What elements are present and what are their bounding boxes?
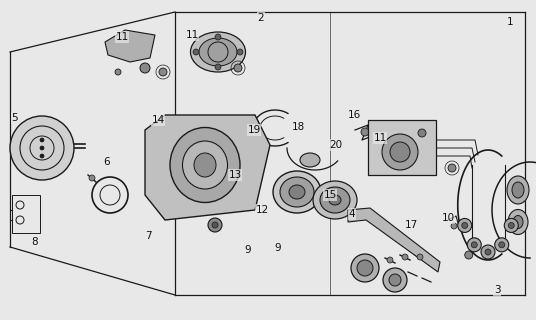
Circle shape bbox=[448, 164, 456, 172]
Text: 11: 11 bbox=[185, 30, 199, 40]
Circle shape bbox=[485, 249, 491, 255]
Ellipse shape bbox=[329, 195, 341, 205]
Text: 17: 17 bbox=[404, 220, 418, 230]
Ellipse shape bbox=[170, 127, 240, 203]
Circle shape bbox=[471, 242, 477, 248]
Text: 3: 3 bbox=[494, 285, 500, 295]
Text: 19: 19 bbox=[248, 125, 260, 135]
Circle shape bbox=[40, 138, 44, 142]
FancyBboxPatch shape bbox=[368, 120, 436, 175]
Circle shape bbox=[115, 69, 121, 75]
Text: 16: 16 bbox=[347, 110, 361, 120]
Ellipse shape bbox=[300, 153, 320, 167]
Circle shape bbox=[451, 223, 457, 229]
Ellipse shape bbox=[199, 38, 237, 66]
Circle shape bbox=[140, 63, 150, 73]
Circle shape bbox=[212, 222, 218, 228]
Circle shape bbox=[357, 260, 373, 276]
Circle shape bbox=[495, 238, 509, 252]
Circle shape bbox=[215, 34, 221, 40]
Circle shape bbox=[389, 274, 401, 286]
Text: 11: 11 bbox=[374, 133, 386, 143]
Circle shape bbox=[40, 154, 44, 158]
Circle shape bbox=[390, 142, 410, 162]
Text: 14: 14 bbox=[151, 115, 165, 125]
Ellipse shape bbox=[182, 141, 227, 189]
Circle shape bbox=[89, 175, 95, 181]
Text: 9: 9 bbox=[245, 245, 251, 255]
Ellipse shape bbox=[507, 176, 529, 204]
Circle shape bbox=[215, 64, 221, 70]
Ellipse shape bbox=[512, 182, 524, 198]
Circle shape bbox=[383, 268, 407, 292]
Circle shape bbox=[387, 257, 393, 263]
Text: 9: 9 bbox=[274, 243, 281, 253]
Circle shape bbox=[504, 219, 518, 232]
Text: 6: 6 bbox=[103, 157, 110, 167]
Ellipse shape bbox=[508, 210, 528, 235]
Text: 4: 4 bbox=[349, 209, 355, 219]
Ellipse shape bbox=[194, 153, 216, 177]
Circle shape bbox=[461, 222, 468, 228]
Circle shape bbox=[237, 49, 243, 55]
Polygon shape bbox=[348, 208, 440, 272]
Text: 8: 8 bbox=[32, 237, 38, 247]
Circle shape bbox=[417, 254, 423, 260]
Circle shape bbox=[467, 238, 481, 252]
Circle shape bbox=[234, 64, 242, 72]
Ellipse shape bbox=[513, 215, 523, 228]
Ellipse shape bbox=[280, 177, 314, 207]
Text: 12: 12 bbox=[255, 205, 269, 215]
Text: 20: 20 bbox=[330, 140, 343, 150]
Circle shape bbox=[10, 116, 74, 180]
Text: 13: 13 bbox=[228, 170, 242, 180]
Ellipse shape bbox=[320, 187, 350, 213]
Circle shape bbox=[208, 218, 222, 232]
Text: 5: 5 bbox=[12, 113, 18, 123]
Text: 18: 18 bbox=[292, 122, 304, 132]
Circle shape bbox=[465, 251, 473, 259]
Circle shape bbox=[508, 222, 514, 228]
Circle shape bbox=[361, 128, 369, 136]
Circle shape bbox=[159, 68, 167, 76]
Circle shape bbox=[193, 49, 199, 55]
Circle shape bbox=[402, 254, 408, 260]
Circle shape bbox=[351, 254, 379, 282]
Circle shape bbox=[498, 242, 505, 248]
Circle shape bbox=[418, 129, 426, 137]
Circle shape bbox=[458, 219, 472, 232]
Text: 1: 1 bbox=[507, 17, 513, 27]
Circle shape bbox=[481, 245, 495, 259]
Text: 2: 2 bbox=[258, 13, 264, 23]
Circle shape bbox=[40, 146, 44, 150]
Circle shape bbox=[382, 134, 418, 170]
Text: 15: 15 bbox=[323, 190, 337, 200]
Text: 10: 10 bbox=[442, 213, 455, 223]
Ellipse shape bbox=[289, 185, 305, 199]
Ellipse shape bbox=[273, 171, 321, 213]
Text: 7: 7 bbox=[145, 231, 151, 241]
Polygon shape bbox=[145, 115, 270, 220]
Ellipse shape bbox=[313, 181, 357, 219]
Text: 11: 11 bbox=[115, 32, 129, 42]
Polygon shape bbox=[105, 30, 155, 62]
Ellipse shape bbox=[190, 32, 245, 72]
